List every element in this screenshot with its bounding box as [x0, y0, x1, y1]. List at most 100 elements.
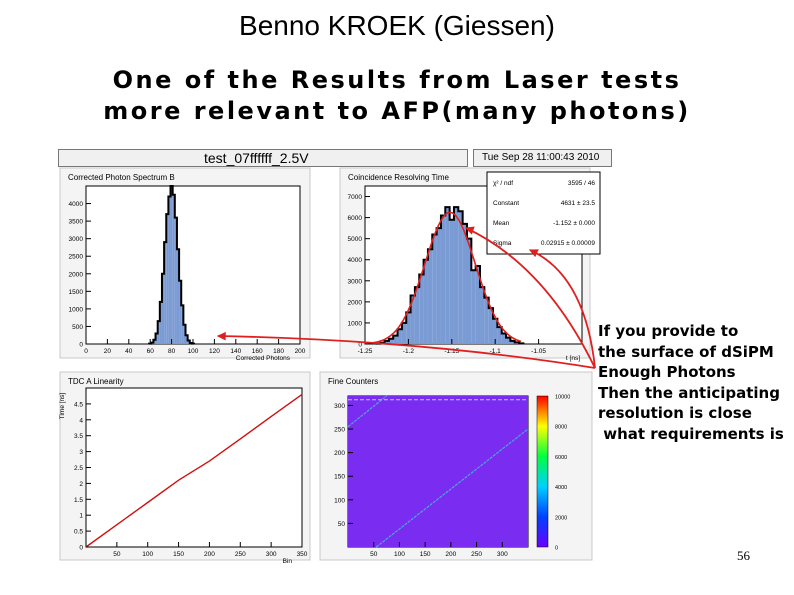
note-line: the surface of dSiPM [598, 342, 774, 361]
x-tick-label: -1.15 [444, 348, 459, 355]
histogram-bar [436, 228, 441, 344]
histogram-bar [187, 340, 190, 344]
stats-box [486, 171, 601, 255]
y-tick-label: 4.5 [74, 401, 83, 408]
x-tick-label: 140 [230, 348, 241, 355]
stats-value: 0.02915 ± 0.00009 [541, 240, 596, 247]
x-tick-label: 0 [84, 348, 88, 355]
color-scale-label: 6000 [555, 455, 567, 461]
stats-label: Sigma [493, 240, 512, 247]
x-tick-label: 50 [113, 551, 121, 558]
histogram-bar [462, 223, 467, 344]
histogram-bar [388, 338, 394, 344]
annotation-arrow [529, 249, 596, 369]
chart-title: Coincidence Resolving Time [348, 173, 449, 182]
color-scale-label: 2000 [555, 515, 567, 521]
histogram-bar [423, 259, 428, 344]
linearity-line [85, 393, 303, 548]
chart-fine-counters: Fine Counters 50 100 150 200 250 300 50 100 150 20… [319, 371, 593, 561]
chart-title: Fine Counters [328, 377, 378, 386]
y-tick-label: 150 [334, 474, 345, 481]
y-tick-label: 2.5 [74, 465, 83, 472]
x-tick-label: -1.05 [531, 348, 546, 355]
histogram-bar [164, 242, 167, 344]
y-tick-label: 1000 [69, 306, 84, 313]
x-tick-label: -1.2 [403, 348, 415, 355]
histogram-bar [501, 333, 507, 344]
canvas-date: Tue Sep 28 11:00:43 2010 [473, 149, 612, 167]
y-tick-label: 4 [79, 417, 83, 424]
note-text: If you provide to the surface of dSiPM E… [598, 321, 784, 444]
histogram-bar [384, 340, 389, 344]
y-tick-label: 4000 [348, 257, 363, 264]
histogram-bar [176, 249, 180, 344]
y-tick-label: 1000 [348, 320, 363, 327]
canvas-title: test_07ffffff_2.5V [204, 150, 309, 166]
y-tick-label: 200 [334, 450, 345, 457]
y-tick-label: 300 [334, 403, 345, 410]
histogram-bar [471, 270, 476, 344]
arrow-head [464, 226, 475, 235]
histogram-bar [445, 207, 450, 344]
histogram-bar [449, 219, 454, 344]
histogram-bar [427, 249, 433, 344]
histogram-bar [153, 339, 156, 344]
histogram-outline [374, 206, 525, 345]
y-tick-label: 0 [358, 342, 362, 349]
slide-title: Benno KROEK (Giessen) [239, 10, 555, 41]
note-line: Enough Photons [598, 363, 736, 381]
x-tick-label: -1.1 [490, 348, 502, 355]
y-tick-label: 0 [79, 545, 83, 552]
color-scale-label: 10000 [555, 395, 570, 401]
annotation-arrow [465, 227, 596, 369]
histogram-bar [414, 287, 420, 344]
histogram-bar [179, 280, 182, 344]
x-tick-label: 60 [147, 348, 155, 355]
histogram-bar [155, 333, 158, 344]
histogram-bar [393, 335, 398, 344]
histogram-bar [181, 305, 184, 344]
y-tick-label: 500 [72, 324, 83, 331]
x-tick-label: 40 [125, 348, 133, 355]
histogram-bar [493, 318, 498, 344]
x-tick-label: 120 [209, 348, 220, 355]
x-tick-label: 200 [204, 551, 215, 558]
chart-tdc-linearity: TDC A Linearity 50 100 150 200 250 300 350 0 0.5 1… [59, 371, 311, 565]
histogram-bar [432, 234, 437, 344]
histogram-bar [166, 214, 169, 344]
arrow-head [216, 331, 226, 341]
y-tick-label: 2000 [348, 299, 363, 306]
arrow-head [528, 249, 539, 258]
heatmap-trace [375, 428, 529, 548]
histogram-bar [159, 301, 162, 344]
x-tick-label: 300 [497, 551, 508, 558]
chart-title: Corrected Photon Spectrum B [68, 173, 175, 182]
x-tick-label: 100 [394, 551, 405, 558]
chart-coincidence-time: Coincidence Resolving Time-1.25 -1.2 -1.15… [339, 167, 601, 362]
x-tick-label: 250 [235, 551, 246, 558]
canvas-title-box: test_07ffffff_2.5V [58, 149, 468, 167]
note-line: what requirements is [598, 424, 784, 443]
histogram-outline [148, 185, 196, 345]
stats-label: Constant [493, 200, 519, 207]
stats-value: -1.152 ± 0.000 [553, 220, 595, 227]
x-tick-label: 100 [142, 551, 153, 558]
x-tick-label: 200 [295, 348, 306, 355]
histogram-bar [185, 335, 188, 344]
stats-value: 4631 ± 23.5 [561, 200, 596, 207]
y-tick-label: 6000 [348, 215, 363, 222]
histogram-bar [168, 196, 171, 344]
histogram-bar [506, 337, 511, 344]
histogram-bar [497, 327, 502, 344]
histogram-bar [458, 211, 463, 344]
histogram-bar [484, 297, 489, 344]
histogram-bar [174, 217, 177, 344]
y-tick-label: 0 [79, 342, 83, 349]
histogram-bar [401, 322, 407, 344]
y-tick-label: 100 [334, 497, 345, 504]
y-tick-label: 50 [338, 521, 346, 528]
color-scale-bar [536, 395, 549, 548]
y-tick-label: 1.5 [74, 497, 83, 504]
y-tick-label: 1500 [69, 289, 84, 296]
